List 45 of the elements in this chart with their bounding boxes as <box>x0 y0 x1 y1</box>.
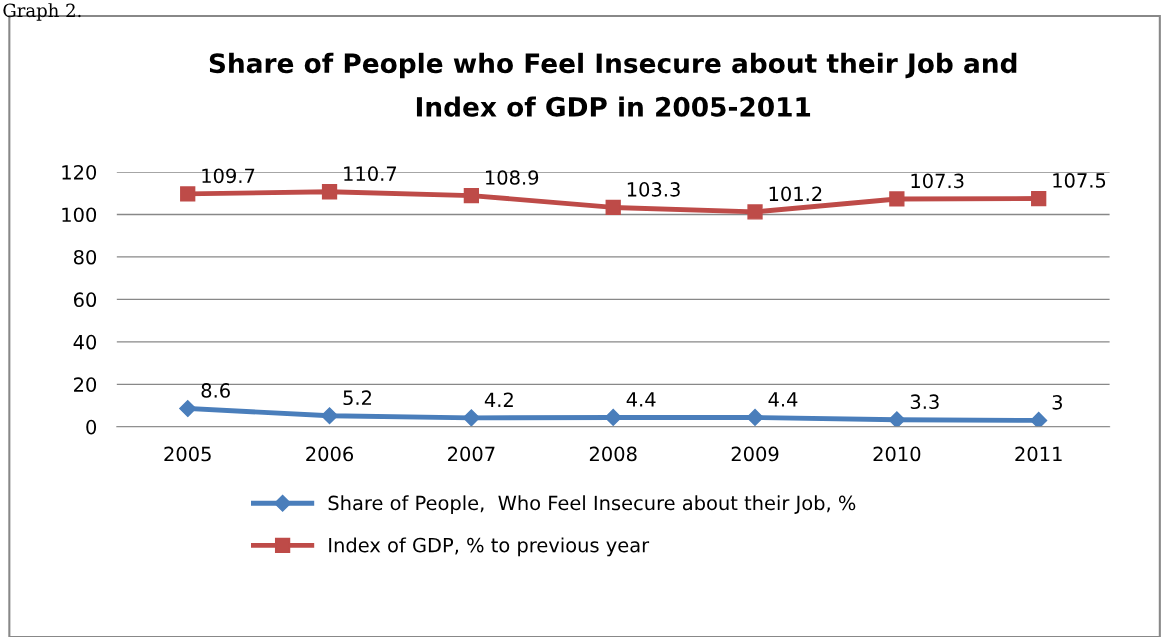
y-tick-label: 120 <box>62 164 97 180</box>
point <box>462 409 480 427</box>
chart-title: Share of People who Feel Insecure about their Job and Index of GDP in 2005-2011 <box>209 52 1017 117</box>
data-label: 108.9 <box>486 170 539 185</box>
data-label: 103.3 <box>627 182 680 197</box>
point <box>1030 411 1048 427</box>
data-label: 3.3 <box>910 394 939 410</box>
point <box>889 191 905 207</box>
x-tick-label: 2009 <box>731 446 779 462</box>
data-label: 4.4 <box>626 392 656 407</box>
legend-label: Share of People, Who Feel Insecure about their Job, % <box>328 495 856 515</box>
x-tick-label: 2007 <box>448 446 495 462</box>
point <box>1031 190 1047 207</box>
x-tick-label: 2008 <box>589 446 637 462</box>
x-tick-label: 2005 <box>164 446 211 462</box>
point <box>463 187 480 204</box>
data-label: 8.6 <box>201 383 230 398</box>
point <box>888 411 906 427</box>
point <box>179 399 197 418</box>
point <box>746 408 764 426</box>
caption: Graph 2. <box>3 3 81 21</box>
x-tick-label: 2010 <box>873 446 921 462</box>
y-tick-label: 0 <box>86 419 97 435</box>
x-tick-label: 2006 <box>306 446 354 462</box>
data-label: 109.7 <box>202 168 255 184</box>
y-tick-label: 20 <box>74 377 97 392</box>
point <box>180 186 196 202</box>
data-label: 101.2 <box>769 186 822 202</box>
data-label: 110.7 <box>344 166 397 182</box>
point <box>320 407 339 425</box>
data-label: 107.5 <box>1053 173 1106 188</box>
y-tick-label: 60 <box>73 292 97 308</box>
data-label: 3 <box>1052 395 1062 410</box>
point <box>605 199 621 216</box>
y-tick-label: 80 <box>73 249 97 265</box>
data-label: 4.2 <box>484 392 513 407</box>
point <box>747 204 763 220</box>
data-label: 4.4 <box>768 392 798 407</box>
data-label: 107.3 <box>911 173 964 189</box>
legend-label: Index of GDP, % to previous year <box>329 537 650 557</box>
y-tick-label: 100 <box>62 207 97 223</box>
y-tick-label: 40 <box>73 334 97 350</box>
data-label: 5.2 <box>343 390 372 406</box>
point <box>321 184 338 200</box>
x-tick-label: 2011 <box>1015 446 1062 462</box>
